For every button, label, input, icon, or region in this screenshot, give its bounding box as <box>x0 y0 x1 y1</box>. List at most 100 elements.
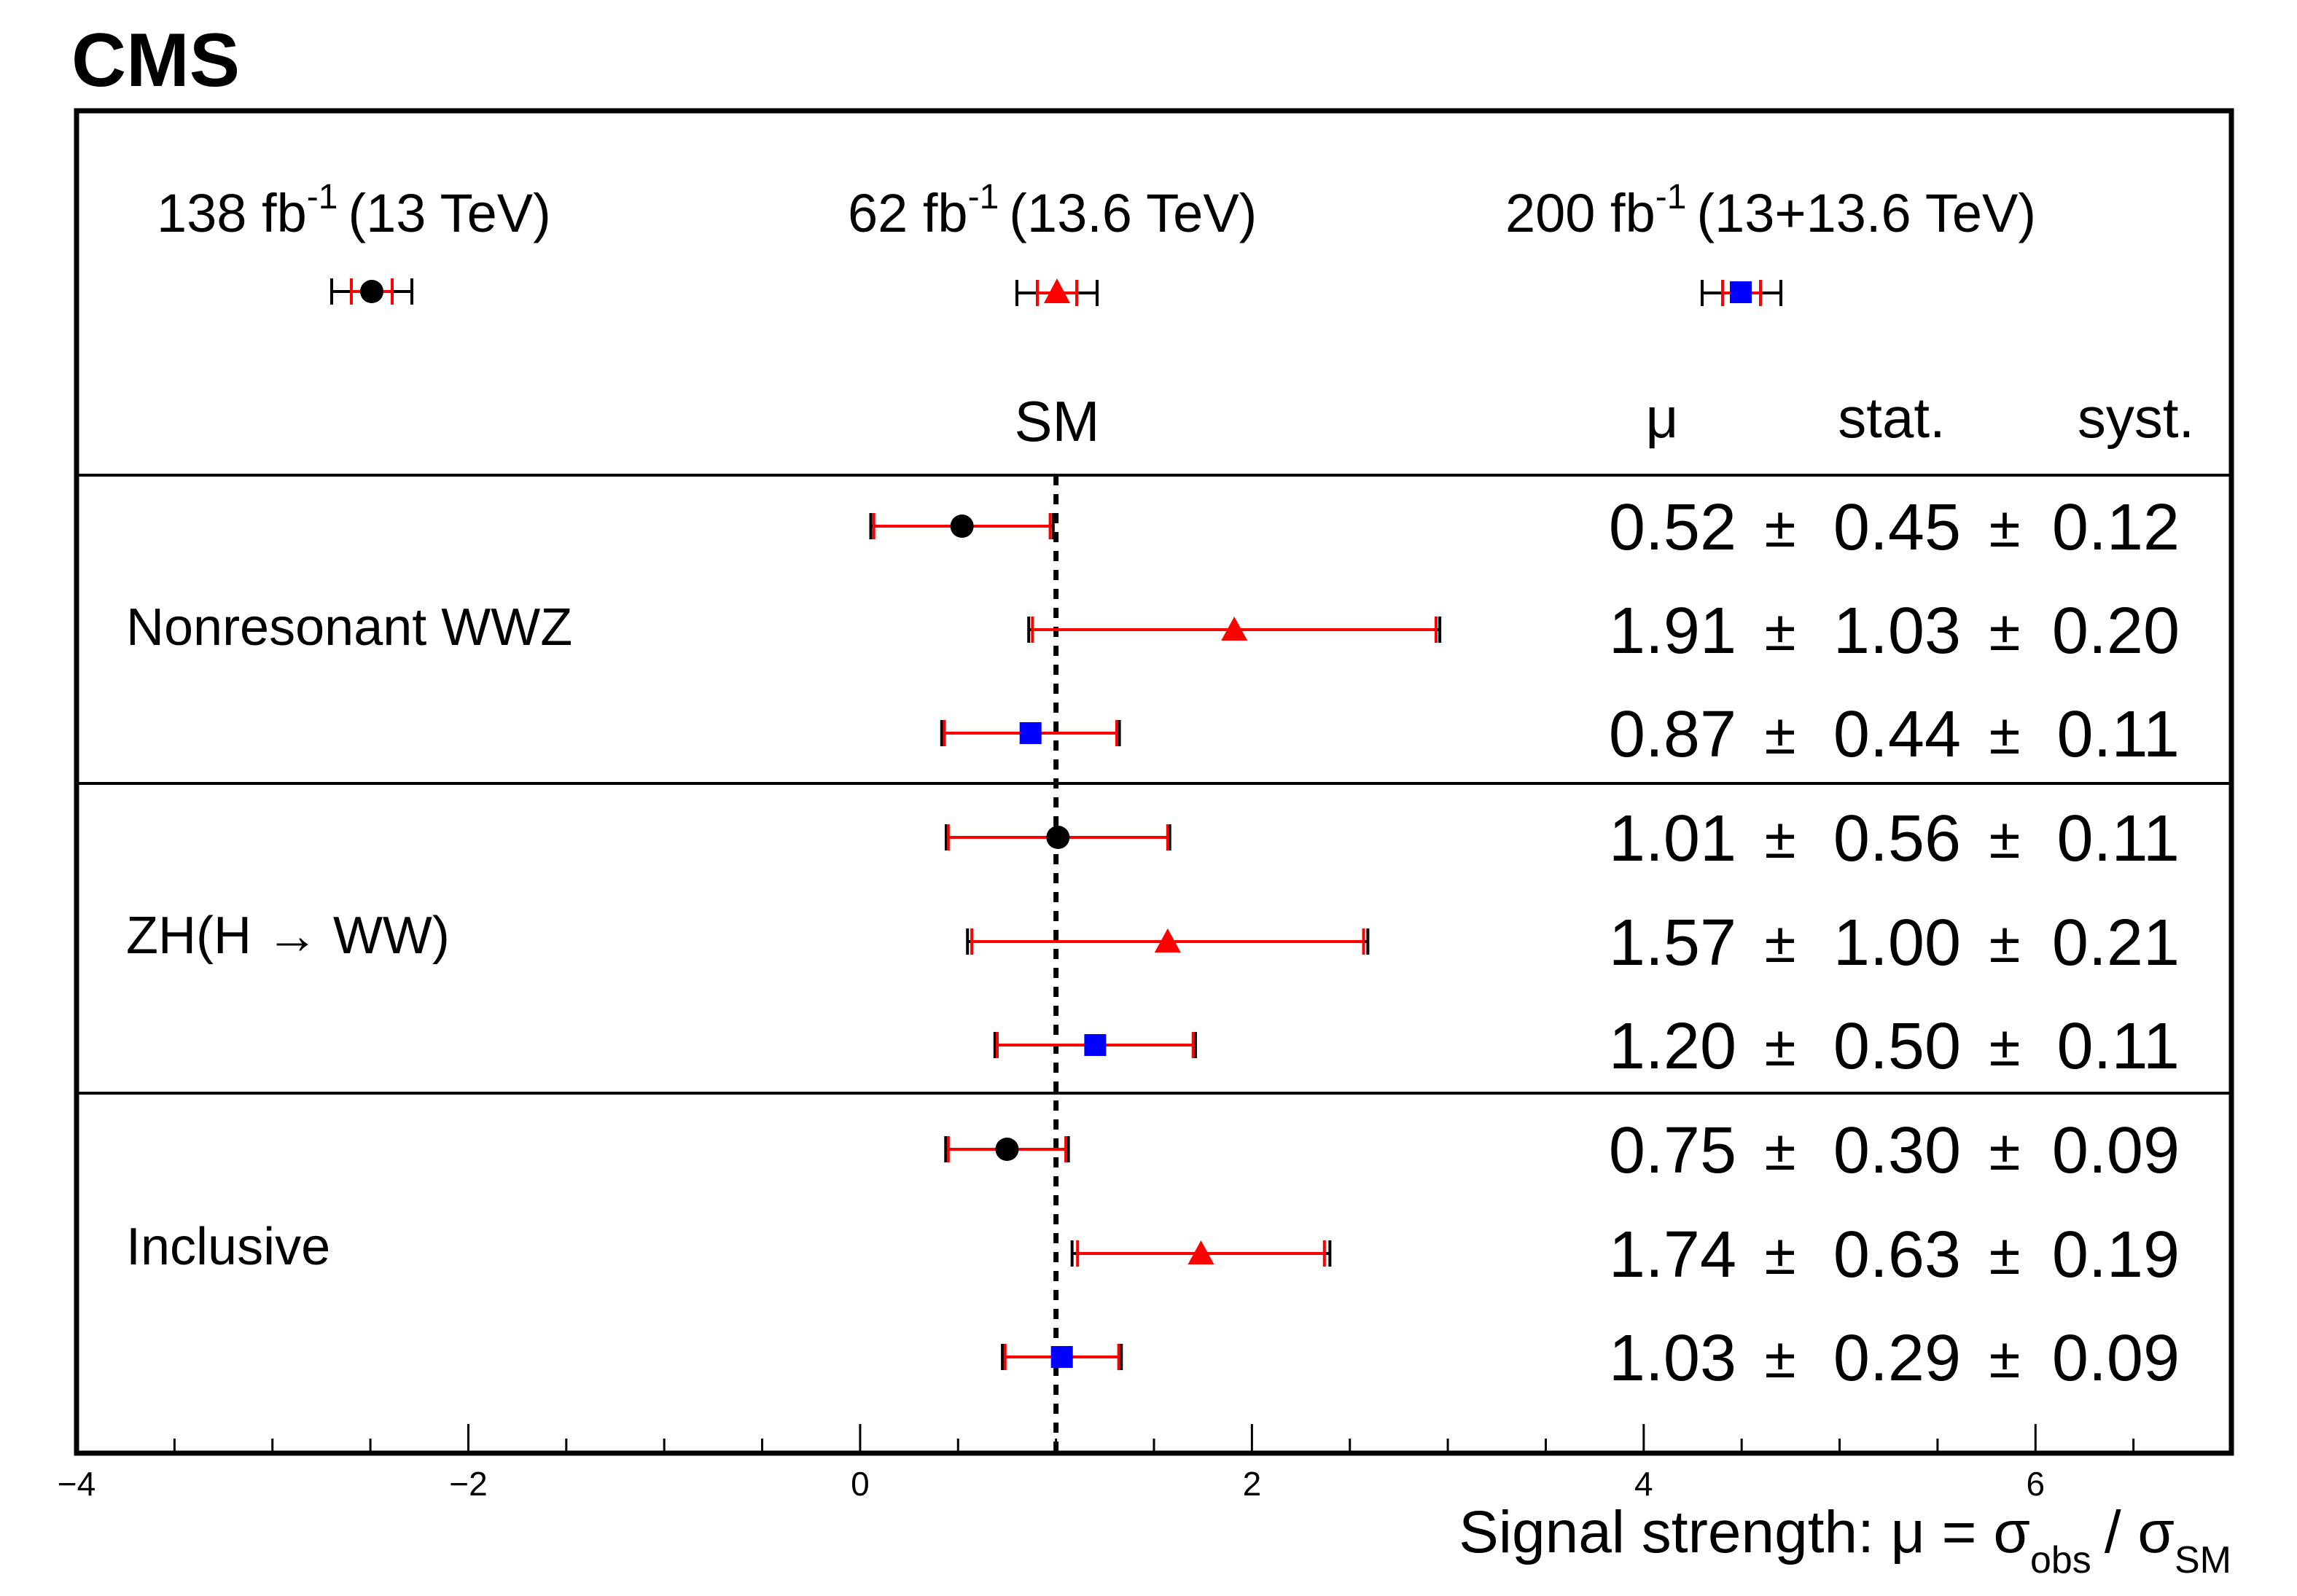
value-stat: 0.63 <box>1833 1218 1961 1291</box>
x-tick-label: 6 <box>2026 1465 2045 1503</box>
x-axis-title-slash: / σ <box>2105 1499 2175 1565</box>
legend-label-0-energy: (13 TeV) <box>348 183 550 243</box>
value-syst: 0.12 <box>2052 491 2180 564</box>
value-syst: 0.19 <box>2052 1218 2180 1291</box>
value-mu: 0.87 <box>1609 698 1736 771</box>
value-mu: 1.01 <box>1609 802 1736 875</box>
data-point-2-2 <box>1001 1344 1123 1370</box>
sm-label: SM <box>1015 389 1100 453</box>
x-tick-label: −4 <box>58 1465 95 1503</box>
value-syst: 0.21 <box>2052 907 2180 979</box>
marker-triangle <box>1188 1240 1214 1264</box>
value-stat: 0.50 <box>1833 1010 1961 1083</box>
value-stat: 0.44 <box>1833 698 1961 771</box>
pm-symbol: ± <box>1989 598 2021 662</box>
legend: 138 fb-1 (13 TeV) 62 fb-1 (13.6 TeV) 200 f… <box>157 178 2036 306</box>
value-syst: 0.11 <box>2057 802 2180 875</box>
pm-symbol: ± <box>1765 910 1796 974</box>
pm-symbol: ± <box>1765 1014 1796 1078</box>
data-point-1-2 <box>993 1032 1197 1058</box>
syst-column-header: syst. <box>2078 386 2194 450</box>
pm-symbol: ± <box>1765 598 1796 662</box>
x-axis-title-main: Signal strength: μ = σ <box>1459 1499 2030 1565</box>
data-point-1-1 <box>966 928 1370 955</box>
value-stat: 0.29 <box>1833 1322 1961 1395</box>
legend-marker-2 <box>1701 280 1782 306</box>
experiment-label: CMS <box>71 18 240 103</box>
value-syst: 0.09 <box>2052 1114 2180 1187</box>
pm-symbol: ± <box>1989 910 2021 974</box>
data-point-0-2 <box>940 720 1121 746</box>
marker-square <box>1050 1346 1073 1368</box>
mu-column-header: μ <box>1646 386 1679 450</box>
value-syst: 0.11 <box>2057 698 2180 771</box>
value-mu: 1.57 <box>1609 907 1736 979</box>
value-syst: 0.20 <box>2052 595 2180 668</box>
value-syst: 0.11 <box>2057 1010 2180 1083</box>
pm-symbol: ± <box>1989 1222 2021 1286</box>
x-tick-label: 4 <box>1634 1465 1653 1503</box>
legend-label-0: 138 fb-1 (13 TeV) <box>157 178 551 243</box>
x-axis-title-sub-obs: obs <box>2030 1539 2091 1581</box>
pm-symbol: ± <box>1989 1118 2021 1182</box>
legend-marker-1 <box>1015 278 1099 306</box>
x-axis-title: Signal strength: μ = σobs / σSM <box>1459 1499 2231 1581</box>
x-axis: −4 −2 0 2 4 6 <box>58 1424 2233 1503</box>
marker-circle <box>995 1138 1019 1161</box>
pm-symbol: ± <box>1765 495 1796 559</box>
pm-symbol: ± <box>1989 1014 2021 1078</box>
pm-symbol: ± <box>1765 806 1796 870</box>
legend-label-0-sup: -1 <box>307 178 338 216</box>
x-tick-label: −2 <box>449 1465 487 1503</box>
legend-label-0-lumi: 138 fb <box>157 183 307 243</box>
category-label-2: Inclusive <box>126 1218 330 1276</box>
data-point-2-1 <box>1070 1240 1332 1267</box>
value-mu: 0.75 <box>1609 1114 1736 1187</box>
pm-symbol: ± <box>1765 1118 1796 1182</box>
marker-triangle <box>1154 928 1181 952</box>
pm-symbol: ± <box>1765 1326 1796 1390</box>
value-stat: 0.30 <box>1833 1114 1961 1187</box>
marker-circle <box>1046 826 1070 849</box>
value-stat: 0.56 <box>1833 802 1961 875</box>
pm-symbol: ± <box>1989 495 2021 559</box>
value-mu: 1.74 <box>1609 1218 1736 1291</box>
value-mu: 0.52 <box>1609 491 1736 564</box>
pm-symbol: ± <box>1765 702 1796 766</box>
value-stat: 1.00 <box>1833 907 1961 979</box>
x-tick-label: 2 <box>1243 1465 1262 1503</box>
category-label-0: Nonresonant WWZ <box>126 598 572 657</box>
data-point-1-0 <box>944 824 1171 850</box>
data-point-0-1 <box>1027 617 1442 643</box>
category-label-1: ZH(H → WW) <box>126 907 450 965</box>
legend-label-2-lumi: 200 fb <box>1505 183 1656 243</box>
value-stat: 0.45 <box>1833 491 1961 564</box>
data-point-0-0 <box>869 513 1055 539</box>
value-mu: 1.03 <box>1609 1322 1736 1395</box>
legend-marker-0 <box>330 278 413 305</box>
pm-symbol: ± <box>1989 702 2021 766</box>
legend-label-2-sup: -1 <box>1656 178 1687 216</box>
marker-triangle <box>1221 617 1248 641</box>
legend-label-1-energy: (13.6 TeV) <box>1009 183 1257 243</box>
legend-label-2-energy: (13+13.6 TeV) <box>1696 183 2036 243</box>
legend-label-1: 62 fb-1 (13.6 TeV) <box>848 178 1257 243</box>
data-point-2-0 <box>944 1136 1070 1162</box>
marker-circle <box>950 515 974 538</box>
marker-square <box>1019 722 1042 744</box>
legend-label-1-lumi: 62 fb <box>848 183 968 243</box>
legend-label-1-sup: -1 <box>968 178 999 216</box>
value-table: 0.52 ±0.45 ±0.12 1.91 ±1.03 ±0.20 0.87 ±0.44 ±0.… <box>1609 491 2180 1395</box>
value-syst: 0.09 <box>2052 1322 2180 1395</box>
pm-symbol: ± <box>1989 1326 2021 1390</box>
value-mu: 1.91 <box>1609 595 1736 668</box>
marker-square <box>1084 1034 1107 1056</box>
stat-column-header: stat. <box>1838 386 1945 450</box>
value-mu: 1.20 <box>1609 1010 1736 1083</box>
x-axis-title-sub-sm: SM <box>2175 1539 2231 1581</box>
pm-symbol: ± <box>1989 806 2021 870</box>
pm-symbol: ± <box>1765 1222 1796 1286</box>
data-marks <box>869 513 1442 1370</box>
value-stat: 1.03 <box>1833 595 1961 668</box>
